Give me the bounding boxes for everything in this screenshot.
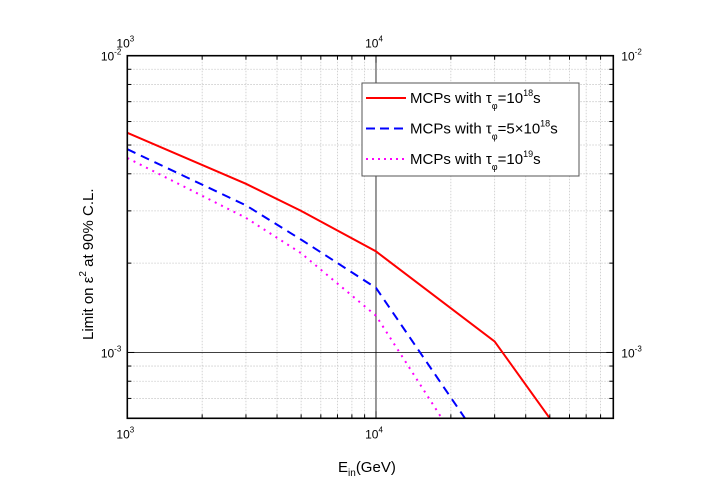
x-axis-label: Ein(GeV) (338, 459, 396, 479)
series-line-1 (126, 131, 551, 419)
legend-label-2: MCPs with τφ=5×1018s (410, 119, 558, 142)
series-line-3 (126, 157, 443, 419)
series-lines (126, 131, 551, 419)
y-tick-label: 10-3 (101, 344, 122, 360)
legend: MCPs with τφ=1018s MCPs with τφ=5×1018s MC… (361, 82, 580, 177)
legend-label-3: MCPs with τφ=1019s (410, 149, 541, 172)
y-right-tick-label: 10-2 (621, 48, 642, 64)
series-line-2 (126, 148, 466, 419)
axes: 103 103 104 104 10-2 10-2 10-3 10-3 (101, 35, 643, 442)
x-tick-label: 104 (365, 425, 383, 441)
x-top-tick-label: 103 (116, 35, 134, 51)
plot-frame (126, 54, 615, 420)
x-top-tick-label: 104 (365, 35, 383, 51)
legend-label-1: MCPs with τφ=1018s (410, 88, 541, 111)
x-tick-label: 103 (116, 425, 134, 441)
y-axis-label: Limit on ε2 at 90% C.L. (78, 189, 97, 341)
y-tick-label: 10-2 (101, 48, 122, 64)
y-right-tick-label: 10-3 (621, 344, 642, 360)
